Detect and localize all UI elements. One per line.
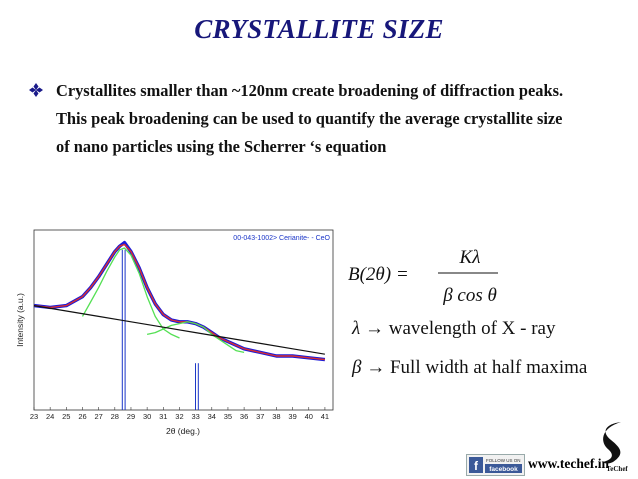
fit-line bbox=[33, 243, 325, 361]
website-link[interactable]: www.techef.in bbox=[528, 456, 609, 471]
x-tick-label: 37 bbox=[256, 412, 264, 421]
x-tick-label: 41 bbox=[321, 412, 329, 421]
bullet-paragraph: Crystallites smaller than ~120nm create … bbox=[56, 77, 616, 161]
x-tick-label: 34 bbox=[208, 412, 216, 421]
slide-title: CRYSTALLITE SIZE bbox=[194, 14, 444, 44]
x-tick-label: 30 bbox=[143, 412, 151, 421]
x-tick-label: 27 bbox=[94, 412, 102, 421]
definition-text: Full width at half maxima bbox=[389, 357, 588, 378]
facebook-f-icon: f bbox=[474, 459, 479, 473]
equation-lhs: B(2θ) = bbox=[348, 264, 409, 285]
x-tick-label: 36 bbox=[240, 412, 248, 421]
peak-1-component-line bbox=[81, 247, 180, 339]
x-tick-label: 26 bbox=[78, 412, 86, 421]
x-tick-label: 25 bbox=[62, 412, 70, 421]
y-axis-label: Intensity (a.u.) bbox=[15, 293, 25, 347]
paragraph-line: This peak broadening can be used to quan… bbox=[56, 109, 563, 128]
scherrer-equation: B(2θ) = Kλ β cos θ bbox=[348, 247, 498, 306]
x-tick-label: 24 bbox=[46, 412, 54, 421]
badge-line1: FOLLOW US ON bbox=[486, 458, 521, 463]
badge-line2: facebook bbox=[489, 466, 518, 473]
background-line bbox=[33, 305, 325, 355]
arrow-icon: → bbox=[364, 318, 384, 339]
logo-caption: TeChef bbox=[606, 465, 628, 473]
plot-frame bbox=[33, 229, 334, 411]
facebook-follow-badge[interactable]: f FOLLOW US ON facebook bbox=[466, 454, 525, 476]
x-tick-label: 32 bbox=[175, 412, 183, 421]
techef-s-logo-icon: TeChef bbox=[603, 422, 628, 473]
reference-label: 00-043-1002> Cerianite- - CeO bbox=[233, 235, 330, 242]
definition-lambda: λ → wavelength of X - ray bbox=[352, 318, 555, 340]
definition-text: wavelength of X - ray bbox=[388, 318, 556, 339]
x-tick-label: 33 bbox=[191, 412, 199, 421]
x-axis-label: 2θ (deg.) bbox=[166, 426, 200, 436]
definition-beta: β → Full width at half maxima bbox=[352, 357, 587, 379]
definition-symbol: λ bbox=[352, 318, 361, 339]
equation-numerator: Kλ bbox=[459, 247, 481, 268]
x-tick-label: 39 bbox=[288, 412, 296, 421]
x-tick-label: 29 bbox=[127, 412, 135, 421]
x-tick-label: 35 bbox=[224, 412, 232, 421]
peak-2-component-line bbox=[146, 321, 245, 354]
observed-data-line bbox=[33, 240, 326, 362]
xrd-chart: 00-043-1002> Cerianite- - CeO 23 24 25 26 27… bbox=[15, 229, 334, 436]
paragraph-line: Crystallites smaller than ~120nm create … bbox=[56, 81, 564, 100]
x-tick-label: 28 bbox=[111, 412, 119, 421]
x-tick-label: 40 bbox=[305, 412, 313, 421]
x-tick-label: 23 bbox=[30, 412, 38, 421]
arrow-icon: → bbox=[366, 357, 386, 378]
paragraph-line: of nano particles using the Scherrer ‘s … bbox=[56, 137, 387, 156]
x-tick-label: 31 bbox=[159, 412, 167, 421]
diamond-bullet-icon bbox=[29, 83, 43, 97]
definition-symbol: β bbox=[352, 357, 362, 378]
x-tick-label: 38 bbox=[272, 412, 280, 421]
equation-denominator: β cos θ bbox=[442, 285, 497, 306]
